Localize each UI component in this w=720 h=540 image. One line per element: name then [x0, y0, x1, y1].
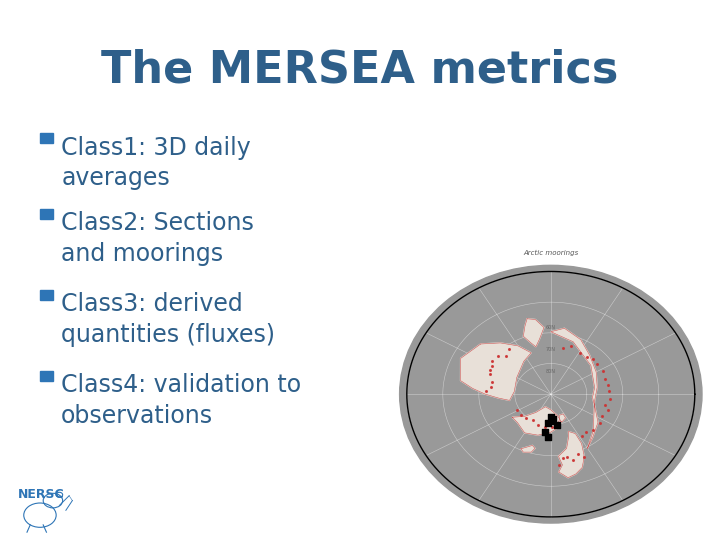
- Point: [486, 361, 498, 370]
- Point: [587, 426, 598, 435]
- Point: [546, 417, 558, 426]
- Point: [503, 345, 515, 353]
- Polygon shape: [523, 319, 544, 347]
- Polygon shape: [559, 431, 584, 478]
- Polygon shape: [521, 446, 535, 452]
- Point: [561, 453, 572, 462]
- Point: [481, 387, 492, 395]
- Point: [557, 344, 569, 353]
- Point: [511, 406, 523, 414]
- Point: [602, 380, 613, 389]
- Point: [597, 367, 608, 375]
- Point: [485, 382, 496, 391]
- Polygon shape: [551, 328, 598, 448]
- Point: [557, 454, 569, 463]
- Polygon shape: [461, 343, 531, 400]
- Text: Class1: 3D daily
averages: Class1: 3D daily averages: [61, 136, 251, 190]
- Point: [575, 348, 586, 357]
- Bar: [40, 208, 53, 219]
- Point: [550, 420, 562, 428]
- Point: [515, 411, 526, 420]
- Point: [578, 453, 590, 461]
- Polygon shape: [558, 414, 565, 423]
- Text: Class4: validation to
observations: Class4: validation to observations: [61, 373, 302, 428]
- Text: 70N: 70N: [546, 347, 556, 352]
- Text: 80N: 80N: [546, 369, 556, 374]
- Point: [582, 353, 593, 361]
- Point: [546, 423, 558, 431]
- Point: [527, 415, 539, 424]
- Point: [604, 395, 616, 403]
- Point: [542, 432, 554, 441]
- Point: [484, 366, 495, 374]
- Bar: [40, 370, 53, 381]
- Point: [542, 419, 554, 428]
- Point: [599, 374, 611, 383]
- Point: [492, 352, 503, 361]
- Point: [595, 419, 606, 428]
- Text: NERSC: NERSC: [18, 488, 65, 501]
- Point: [576, 432, 588, 441]
- Point: [521, 414, 532, 422]
- Point: [486, 377, 498, 386]
- Point: [547, 414, 559, 423]
- Point: [532, 420, 544, 429]
- Point: [602, 406, 613, 415]
- Point: [580, 428, 592, 436]
- Circle shape: [400, 265, 702, 523]
- Polygon shape: [512, 407, 562, 435]
- Point: [485, 370, 496, 379]
- Point: [588, 355, 599, 363]
- Bar: [40, 133, 53, 143]
- Point: [486, 357, 498, 366]
- Point: [603, 386, 615, 395]
- Bar: [40, 289, 53, 300]
- Point: [553, 461, 564, 470]
- Point: [600, 401, 611, 409]
- Point: [566, 342, 577, 350]
- Point: [596, 412, 608, 421]
- Point: [572, 449, 584, 458]
- Text: The MERSEA metrics: The MERSEA metrics: [102, 49, 618, 92]
- Point: [552, 421, 563, 429]
- Text: Class3: derived
quantities (fluxes): Class3: derived quantities (fluxes): [61, 292, 275, 347]
- Point: [539, 422, 551, 431]
- Point: [591, 360, 603, 369]
- Text: Arctic moorings: Arctic moorings: [523, 251, 578, 256]
- Text: Class2: Sections
and moorings: Class2: Sections and moorings: [61, 211, 254, 266]
- Text: 60N: 60N: [546, 325, 556, 330]
- Point: [500, 352, 512, 360]
- Point: [545, 412, 557, 421]
- Point: [567, 455, 579, 464]
- Point: [539, 428, 550, 436]
